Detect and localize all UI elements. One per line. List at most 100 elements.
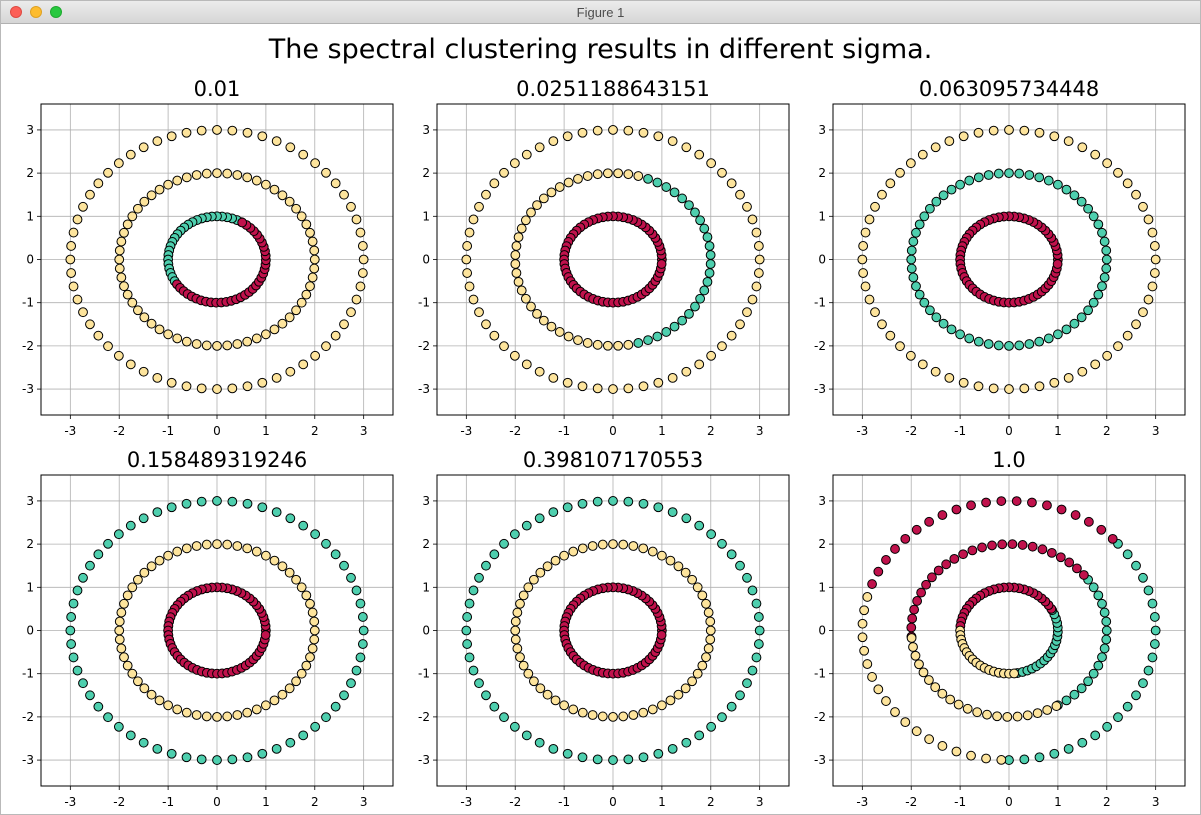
data-point	[489, 549, 500, 560]
data-point	[222, 711, 233, 722]
data-point	[103, 712, 113, 723]
data-point	[113, 529, 124, 540]
data-point	[1149, 639, 1160, 649]
data-point	[222, 168, 233, 179]
data-point	[608, 755, 618, 765]
y-tick-label: -2	[418, 339, 430, 353]
y-tick-label: 3	[422, 123, 430, 137]
data-point	[1043, 175, 1054, 186]
data-point	[257, 377, 268, 388]
data-point	[222, 539, 233, 550]
data-point	[1099, 643, 1110, 654]
data-point	[310, 529, 321, 540]
subplot-title: 0.063095734448	[919, 77, 1099, 101]
data-point	[305, 227, 315, 238]
data-point	[181, 543, 192, 554]
data-point	[468, 585, 479, 596]
minimize-button[interactable]	[30, 6, 42, 18]
data-point	[355, 652, 366, 663]
data-point	[1022, 710, 1033, 721]
data-point	[938, 190, 949, 201]
data-point	[201, 340, 212, 351]
data-point	[521, 149, 532, 160]
data-point	[977, 542, 987, 553]
y-tick-label: 0	[818, 253, 826, 267]
data-point	[232, 170, 243, 180]
data-point	[269, 555, 280, 566]
data-point	[515, 652, 525, 663]
data-point	[981, 497, 991, 508]
figure-suptitle: The spectral clustering results in diffe…	[268, 34, 933, 65]
data-point	[1150, 625, 1161, 636]
data-point	[321, 167, 331, 178]
data-point	[351, 214, 362, 225]
data-point	[918, 667, 929, 678]
data-point	[357, 241, 368, 251]
data-point	[562, 377, 573, 388]
data-point	[1090, 359, 1101, 370]
data-point	[726, 178, 737, 189]
data-point	[191, 339, 202, 349]
subplot-2: -3 -2 -1 0 1 2 3 -3 -2 -1 0 1 2 3 0.0251188643151	[418, 77, 790, 438]
data-point	[681, 142, 692, 153]
data-point	[982, 709, 992, 720]
data-point	[577, 498, 588, 509]
subplot-title: 1.0	[992, 448, 1025, 472]
data-point	[966, 500, 976, 511]
data-point	[464, 598, 475, 609]
data-point	[705, 634, 716, 645]
x-tick-label: 3	[360, 795, 368, 809]
subplot-3: -3 -2 -1 0 1 2 3 -3 -2 -1 0 1 2 3 0.063095734448	[814, 77, 1186, 438]
data-point	[996, 496, 1007, 506]
data-point	[652, 177, 663, 188]
data-point	[877, 319, 887, 330]
subplot-1: -3 -2 -1 0 1 2 3 -3 -2 -1 0 1 2 3 0.01	[22, 77, 394, 438]
data-point	[608, 384, 618, 394]
y-tick-label: 1	[422, 209, 430, 223]
data-point	[699, 285, 710, 296]
data-point	[705, 625, 716, 636]
data-point	[993, 340, 1004, 351]
data-point	[1143, 214, 1154, 225]
data-point	[751, 281, 762, 292]
data-point	[461, 625, 472, 636]
data-point	[559, 550, 570, 561]
data-point	[944, 136, 955, 147]
y-tick-label: -3	[418, 382, 430, 396]
title-bar[interactable]: Figure 1	[1, 1, 1200, 24]
data-point	[516, 223, 527, 234]
data-point	[489, 701, 500, 712]
data-point	[296, 297, 307, 308]
x-tick-label: 1	[658, 424, 666, 438]
data-point	[85, 690, 95, 701]
data-point	[138, 737, 149, 748]
data-point	[511, 268, 522, 278]
data-point	[538, 193, 549, 204]
close-button[interactable]	[10, 6, 22, 18]
data-point	[587, 541, 598, 551]
data-point	[592, 339, 603, 350]
data-point	[68, 281, 79, 292]
data-point	[1113, 341, 1123, 352]
data-point	[656, 630, 667, 640]
data-point	[747, 665, 758, 676]
data-point	[867, 672, 877, 682]
data-point	[1088, 297, 1099, 308]
data-point	[257, 502, 268, 513]
zoom-button[interactable]	[50, 6, 62, 18]
y-tick-label: -1	[814, 667, 826, 681]
data-point	[330, 178, 341, 189]
data-point	[339, 690, 349, 701]
data-point	[284, 196, 295, 207]
y-tick-label: 0	[26, 624, 34, 638]
data-point	[201, 711, 212, 722]
data-point	[285, 142, 296, 153]
data-point	[945, 694, 956, 705]
x-tick-label: -2	[113, 424, 125, 438]
data-point	[119, 281, 129, 292]
y-tick-label: -2	[814, 710, 826, 724]
data-point	[690, 207, 700, 218]
data-point	[870, 307, 880, 318]
x-tick-label: 1	[1054, 424, 1062, 438]
data-point	[687, 574, 697, 585]
